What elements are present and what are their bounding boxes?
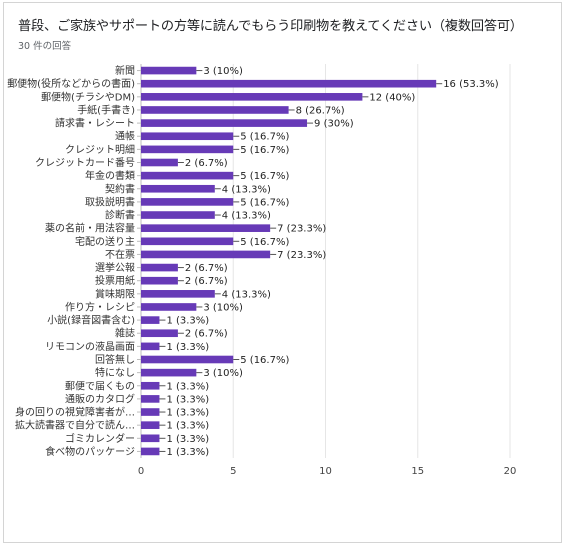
category-label: 請求書・レシート [55,117,135,130]
x-tick-label: 0 [138,466,144,477]
x-tick-label: 10 [319,466,332,477]
data-label: 8 (26.7%) [296,105,345,116]
data-label: 3 (10%) [203,66,243,77]
data-label: 2 (6.7%) [185,329,228,340]
data-label: 2 (6.7%) [185,158,228,169]
data-label: 2 (6.7%) [185,263,228,274]
data-label: 5 (16.7%) [240,132,289,143]
category-label: リモコンの液晶画面 [45,340,135,353]
category-label: 郵便物(役所などからの書面) [7,77,135,90]
bar [141,329,178,338]
response-count: 30 件の回答 [18,41,72,52]
bar [141,421,160,429]
x-tick-label: 5 [230,466,236,477]
bar [141,93,363,101]
bar [141,198,234,206]
category-label: 宅配の送り主 [75,235,135,248]
category-label: 年金の書類 [85,169,135,182]
bar [141,368,197,377]
bar [141,290,215,298]
data-label: 4 (13.3%) [222,184,271,195]
category-label: 契約書 [105,182,135,195]
data-label: 16 (53.3%) [443,79,499,90]
bar [141,276,178,285]
bar [141,158,178,167]
data-label: 12 (40%) [369,92,415,103]
category-label: 郵便で届くもの [65,379,135,392]
data-label: 5 (16.7%) [240,197,289,208]
bar [141,263,178,272]
category-label: クレジットカード番号 [35,157,135,169]
bar [141,184,215,193]
category-label: 不在票 [105,249,135,261]
category-label: 投票用紙 [95,274,135,287]
bar [141,224,271,232]
data-label: 5 (16.7%) [240,355,289,366]
bar [141,316,160,324]
chart-card: 普段、ご家族やサポートの方等に読んでもらう印刷物を教えてください（複数回答可） … [3,2,562,543]
data-label: 1 (3.3%) [166,394,209,405]
bar [141,145,234,154]
category-label: 郵便物(チラシやDM) [41,90,135,103]
bar [141,303,197,311]
data-label: 2 (6.7%) [185,276,228,287]
category-label: 作り方・レシピ [65,300,135,313]
category-label: 通販のカタログ [65,392,135,405]
data-label: 5 (16.7%) [240,237,289,248]
data-label: 9 (30%) [314,119,354,130]
data-label: 3 (10%) [203,368,243,379]
data-label: 7 (23.3%) [277,250,326,261]
bar [141,447,160,456]
data-label: 1 (3.3%) [166,434,209,445]
chart-title: 普段、ご家族やサポートの方等に読んでもらう印刷物を教えてください（複数回答可） [18,19,523,34]
bar [141,66,197,75]
category-label: 食べ物のパッケージ [45,445,135,458]
bar [141,79,437,88]
category-label: 通帳 [115,130,135,143]
bar [141,395,160,403]
bar [141,434,160,443]
category-label: ゴミカレンダー [65,432,135,445]
bar [141,132,234,141]
bar [141,342,160,351]
bar [141,250,271,259]
data-label: 4 (13.3%) [222,289,271,300]
category-label: 選挙公報 [95,261,135,274]
x-tick-label: 20 [504,466,517,477]
data-label: 1 (3.3%) [166,381,209,392]
data-label: 4 (13.3%) [222,211,271,222]
category-label: 小説(録音図書含む) [47,314,135,327]
category-label: 診断書 [105,209,135,222]
data-label: 3 (10%) [203,302,243,313]
data-label: 7 (23.3%) [277,224,326,235]
x-tick-label: 15 [411,466,424,477]
category-label: 回答無し [95,353,135,366]
category-label: 取扱説明書 [85,195,135,208]
data-label: 1 (3.3%) [166,408,209,419]
category-label: 新聞 [115,64,135,77]
bar [141,119,308,127]
data-label: 5 (16.7%) [240,145,289,156]
data-label: 1 (3.3%) [166,316,209,327]
data-label: 5 (16.7%) [240,171,289,182]
bar [141,171,234,180]
bar [141,381,160,390]
category-label: 薬の名前・用法容量 [45,222,135,235]
category-label: クレジット明細 [65,143,135,156]
bar [141,106,289,114]
category-label: 拡大読書器で自分で読ん… [15,419,135,432]
data-label: 1 (3.3%) [166,342,209,353]
category-label: 手紙(手書き) [77,103,135,116]
category-label: 特になし [95,367,135,379]
bar [141,355,234,364]
bar [141,211,215,219]
data-label: 1 (3.3%) [166,421,209,432]
bar [141,408,160,416]
bar [141,237,234,246]
data-label: 1 (3.3%) [166,447,209,458]
category-label: 身の回りの視覚障害者が… [15,406,135,419]
category-label: 賞味期限 [95,287,135,300]
category-label: 雑誌 [115,327,135,340]
